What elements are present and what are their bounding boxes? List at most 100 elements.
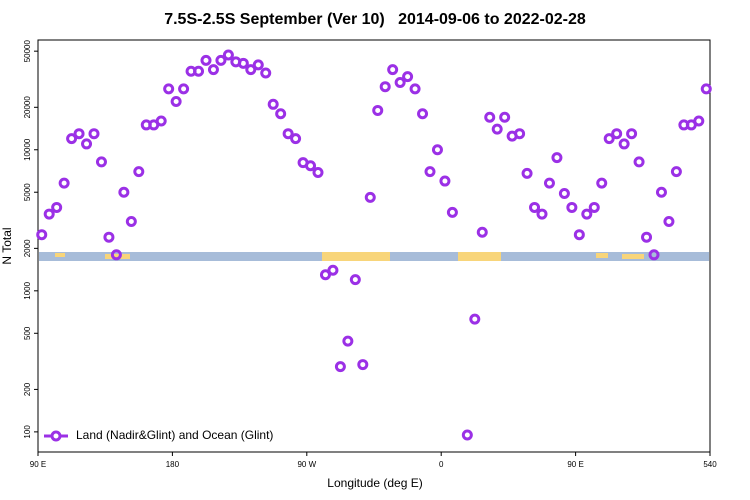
point [431,144,443,156]
point [95,156,107,168]
point [566,201,578,213]
point [536,208,548,220]
chart-title: 7.5S-2.5S September (Ver 10) 2014-09-06 … [164,11,586,28]
point [170,95,182,107]
legend-label: Land (Nadir&Glint) and Ocean (Glint) [76,428,273,442]
x-tick-label: 180 [166,460,180,469]
point [484,111,496,123]
y-tick-label: 500 [23,326,32,340]
x-tick-label: 0 [439,460,444,469]
point [491,123,503,135]
y-tick-label: 20000 [23,96,32,119]
point [73,128,85,140]
y-axis-label: N Total [0,227,14,264]
point [81,138,93,150]
point [663,216,675,228]
x-tick-label: 540 [703,460,717,469]
point [364,191,376,203]
y-tick-label: 100 [23,425,32,439]
point [387,64,399,76]
land-band [458,252,501,261]
land-band [622,254,644,259]
point [237,57,249,69]
point [558,187,570,199]
point [267,98,279,110]
point [215,54,227,66]
point [282,128,294,140]
x-axis-label: Longitude (deg E) [327,476,422,490]
point [417,108,429,120]
point [618,138,630,150]
point [372,104,384,116]
point [88,128,100,140]
point [66,133,78,145]
point [200,54,212,66]
point [103,231,115,243]
point [312,166,324,178]
point [648,249,660,261]
y-tick-label: 2000 [23,239,32,257]
point [290,133,302,145]
plot-frame [37,39,711,453]
land-band [322,252,390,261]
point [193,65,205,77]
point [476,226,488,238]
point [133,166,145,178]
x-tick-label: 90 E [30,460,46,469]
point [633,156,645,168]
point [178,83,190,95]
point [573,229,585,241]
point [36,229,48,241]
point [349,274,361,286]
point [543,177,555,189]
point [319,269,331,281]
land-band [596,253,608,258]
point [439,175,451,187]
point [402,71,414,83]
point [693,115,705,127]
point [700,83,712,95]
point [51,201,63,213]
y-tick-label: 1000 [23,281,32,299]
point [641,231,653,243]
point [394,76,406,88]
point [446,206,458,218]
y-tick-label: 10000 [23,138,32,161]
land-band [55,253,65,257]
point [379,81,391,93]
point [409,83,421,95]
x-tick-label: 90 E [567,460,583,469]
land-ocean-strip [39,252,709,261]
point [581,208,593,220]
point [603,133,615,145]
point [670,166,682,178]
point [252,59,264,71]
point [596,177,608,189]
point [155,115,167,127]
point [275,108,287,120]
point [245,64,257,76]
point [424,166,436,178]
point [611,128,623,140]
point [110,249,122,261]
land-band [105,254,130,259]
point [342,335,354,347]
point [125,216,137,228]
point [655,186,667,198]
point [499,111,511,123]
point [469,313,481,325]
legend-marker [50,430,62,442]
point [118,186,130,198]
point [529,201,541,213]
point [626,128,638,140]
point [588,201,600,213]
point [551,152,563,164]
point [222,49,234,61]
point [461,429,473,441]
point [207,64,219,76]
point [514,128,526,140]
point [521,167,533,179]
point [305,160,317,172]
